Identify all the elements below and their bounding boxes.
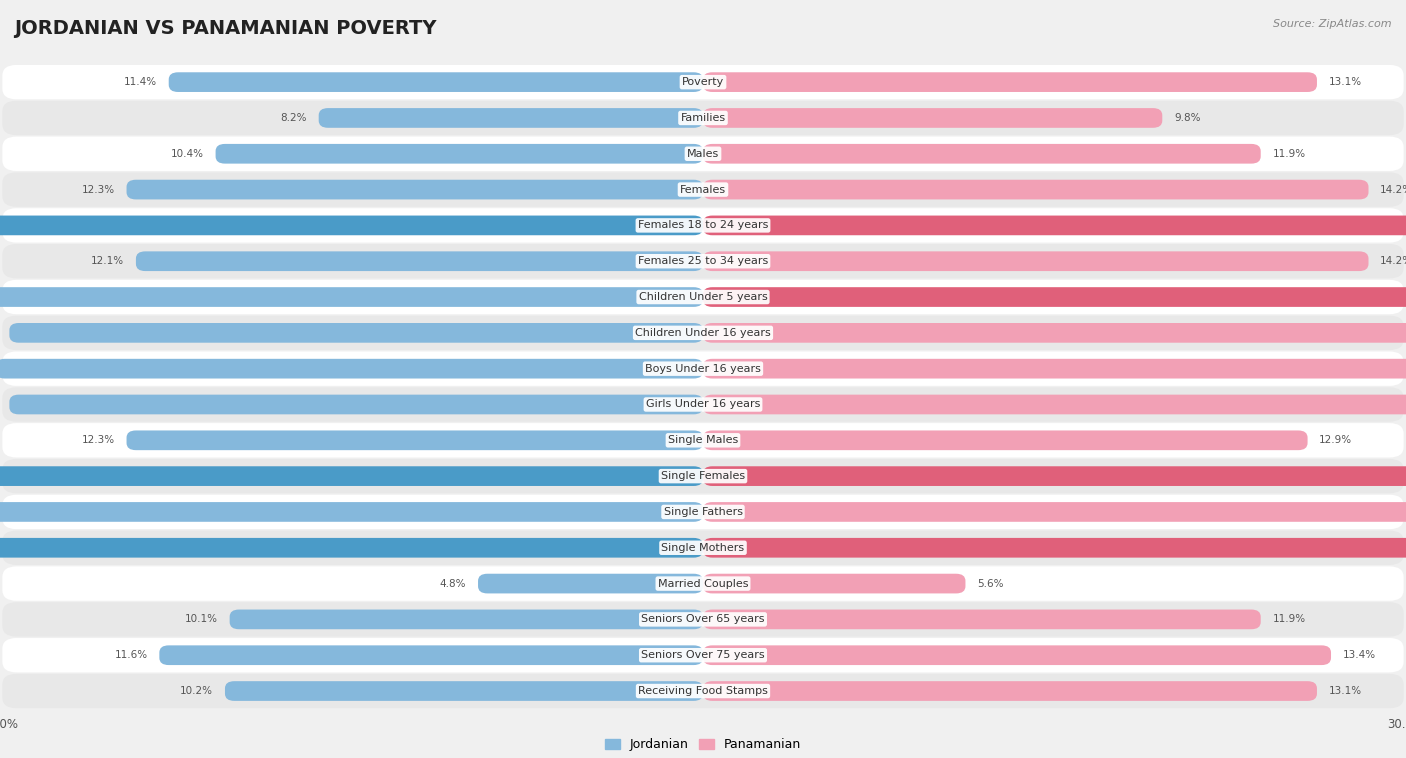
FancyBboxPatch shape	[229, 609, 703, 629]
Text: Children Under 16 years: Children Under 16 years	[636, 328, 770, 338]
FancyBboxPatch shape	[3, 101, 1403, 135]
Text: Females 25 to 34 years: Females 25 to 34 years	[638, 256, 768, 266]
Text: JORDANIAN VS PANAMANIAN POVERTY: JORDANIAN VS PANAMANIAN POVERTY	[14, 19, 436, 38]
Text: 14.2%: 14.2%	[1381, 185, 1406, 195]
FancyBboxPatch shape	[10, 323, 703, 343]
FancyBboxPatch shape	[136, 252, 703, 271]
FancyBboxPatch shape	[0, 215, 703, 235]
FancyBboxPatch shape	[703, 252, 1368, 271]
FancyBboxPatch shape	[3, 459, 1403, 493]
FancyBboxPatch shape	[3, 674, 1403, 708]
Text: 4.8%: 4.8%	[440, 578, 467, 588]
FancyBboxPatch shape	[0, 466, 703, 486]
FancyBboxPatch shape	[703, 72, 1317, 92]
FancyBboxPatch shape	[0, 538, 703, 558]
Text: 10.2%: 10.2%	[180, 686, 214, 696]
Text: Single Males: Single Males	[668, 435, 738, 445]
FancyBboxPatch shape	[3, 602, 1403, 637]
FancyBboxPatch shape	[703, 574, 966, 594]
FancyBboxPatch shape	[703, 108, 1163, 128]
Text: Girls Under 16 years: Girls Under 16 years	[645, 399, 761, 409]
Text: Single Fathers: Single Fathers	[664, 507, 742, 517]
FancyBboxPatch shape	[3, 315, 1403, 350]
Text: 11.9%: 11.9%	[1272, 149, 1306, 158]
FancyBboxPatch shape	[3, 208, 1403, 243]
Text: 13.4%: 13.4%	[1343, 650, 1376, 660]
FancyBboxPatch shape	[703, 681, 1317, 701]
FancyBboxPatch shape	[0, 287, 703, 307]
FancyBboxPatch shape	[3, 136, 1403, 171]
FancyBboxPatch shape	[3, 387, 1403, 421]
Text: 9.8%: 9.8%	[1174, 113, 1201, 123]
Text: Source: ZipAtlas.com: Source: ZipAtlas.com	[1274, 19, 1392, 29]
FancyBboxPatch shape	[703, 466, 1406, 486]
FancyBboxPatch shape	[0, 359, 703, 378]
Text: 8.2%: 8.2%	[280, 113, 307, 123]
Text: 11.9%: 11.9%	[1272, 615, 1306, 625]
FancyBboxPatch shape	[127, 431, 703, 450]
FancyBboxPatch shape	[225, 681, 703, 701]
FancyBboxPatch shape	[478, 574, 703, 594]
Text: 10.4%: 10.4%	[172, 149, 204, 158]
Text: Females: Females	[681, 185, 725, 195]
FancyBboxPatch shape	[3, 65, 1403, 99]
Text: Receiving Food Stamps: Receiving Food Stamps	[638, 686, 768, 696]
FancyBboxPatch shape	[3, 423, 1403, 458]
FancyBboxPatch shape	[703, 287, 1406, 307]
Text: 13.1%: 13.1%	[1329, 77, 1362, 87]
Legend: Jordanian, Panamanian: Jordanian, Panamanian	[602, 735, 804, 755]
Text: 12.3%: 12.3%	[82, 435, 115, 445]
FancyBboxPatch shape	[3, 531, 1403, 565]
FancyBboxPatch shape	[159, 645, 703, 665]
Text: 11.6%: 11.6%	[114, 650, 148, 660]
FancyBboxPatch shape	[703, 609, 1261, 629]
Text: 13.1%: 13.1%	[1329, 686, 1362, 696]
Text: Children Under 5 years: Children Under 5 years	[638, 292, 768, 302]
FancyBboxPatch shape	[3, 352, 1403, 386]
Text: Males: Males	[688, 149, 718, 158]
Text: Families: Families	[681, 113, 725, 123]
FancyBboxPatch shape	[3, 638, 1403, 672]
FancyBboxPatch shape	[3, 566, 1403, 601]
FancyBboxPatch shape	[3, 244, 1403, 278]
FancyBboxPatch shape	[703, 431, 1308, 450]
Text: 12.3%: 12.3%	[82, 185, 115, 195]
FancyBboxPatch shape	[169, 72, 703, 92]
FancyBboxPatch shape	[319, 108, 703, 128]
Text: 14.2%: 14.2%	[1381, 256, 1406, 266]
FancyBboxPatch shape	[3, 495, 1403, 529]
FancyBboxPatch shape	[10, 395, 703, 415]
Text: Single Mothers: Single Mothers	[661, 543, 745, 553]
Text: Married Couples: Married Couples	[658, 578, 748, 588]
FancyBboxPatch shape	[703, 215, 1406, 235]
Text: Boys Under 16 years: Boys Under 16 years	[645, 364, 761, 374]
Text: Poverty: Poverty	[682, 77, 724, 87]
Text: 11.4%: 11.4%	[124, 77, 157, 87]
Text: 10.1%: 10.1%	[186, 615, 218, 625]
Text: Seniors Over 65 years: Seniors Over 65 years	[641, 615, 765, 625]
FancyBboxPatch shape	[3, 280, 1403, 315]
Text: 12.9%: 12.9%	[1319, 435, 1353, 445]
FancyBboxPatch shape	[703, 323, 1406, 343]
FancyBboxPatch shape	[703, 645, 1331, 665]
Text: Single Females: Single Females	[661, 471, 745, 481]
FancyBboxPatch shape	[703, 180, 1368, 199]
Text: Females 18 to 24 years: Females 18 to 24 years	[638, 221, 768, 230]
Text: 12.1%: 12.1%	[91, 256, 124, 266]
FancyBboxPatch shape	[703, 395, 1406, 415]
FancyBboxPatch shape	[703, 502, 1406, 522]
FancyBboxPatch shape	[703, 359, 1406, 378]
FancyBboxPatch shape	[127, 180, 703, 199]
Text: Seniors Over 75 years: Seniors Over 75 years	[641, 650, 765, 660]
FancyBboxPatch shape	[703, 144, 1261, 164]
FancyBboxPatch shape	[703, 538, 1406, 558]
FancyBboxPatch shape	[3, 172, 1403, 207]
Text: 5.6%: 5.6%	[977, 578, 1004, 588]
FancyBboxPatch shape	[0, 502, 703, 522]
FancyBboxPatch shape	[215, 144, 703, 164]
